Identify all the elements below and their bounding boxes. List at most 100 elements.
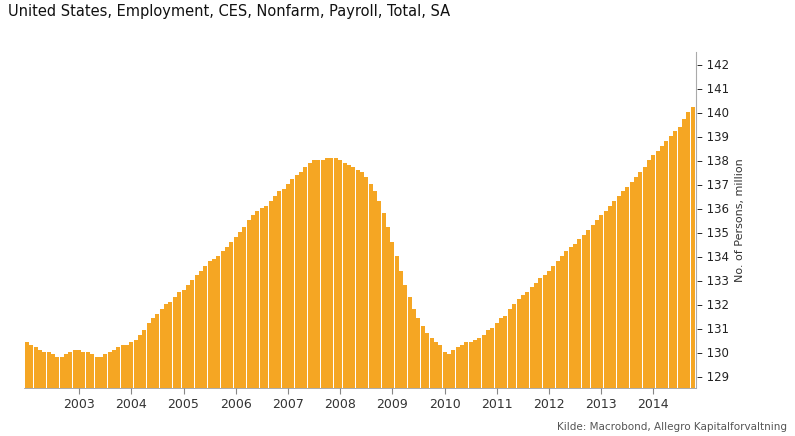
Bar [386,228,390,388]
Bar [216,256,220,388]
Bar [338,160,342,388]
Bar [473,340,477,388]
Bar [230,242,234,388]
Bar [665,141,669,388]
Bar [169,302,173,388]
Bar [403,285,407,388]
Bar [491,328,494,388]
Text: United States, Employment, CES, Nonfarm, Payroll, Total, SA: United States, Employment, CES, Nonfarm,… [8,4,450,19]
Bar [77,350,81,388]
Bar [582,235,586,388]
Bar [460,345,464,388]
Bar [417,319,421,388]
Bar [186,285,190,388]
Bar [543,276,547,388]
Bar [204,266,207,388]
Bar [238,232,242,388]
Bar [456,347,460,388]
Bar [308,163,312,388]
Bar [577,239,581,388]
Bar [151,319,155,388]
Bar [464,343,468,388]
Bar [564,252,568,388]
Bar [499,319,503,388]
Bar [642,167,646,388]
Bar [212,259,216,388]
Bar [181,290,185,388]
Bar [347,165,351,388]
Bar [103,354,107,388]
Bar [329,158,333,388]
Bar [68,352,72,388]
Bar [534,283,538,388]
Bar [138,335,142,388]
Bar [556,261,560,388]
Bar [560,256,564,388]
Bar [286,184,290,388]
Bar [160,309,164,388]
Bar [399,271,403,388]
Y-axis label: No. of Persons, million: No. of Persons, million [735,158,745,282]
Bar [591,225,595,388]
Bar [264,206,268,388]
Bar [95,357,99,388]
Bar [568,247,572,388]
Bar [408,297,412,388]
Bar [660,146,664,388]
Bar [90,354,94,388]
Bar [134,340,138,388]
Bar [273,196,277,388]
Bar [316,160,320,388]
Bar [281,189,285,388]
Bar [56,357,60,388]
Bar [304,167,308,388]
Bar [617,196,621,388]
Bar [155,314,160,388]
Bar [364,177,368,388]
Bar [452,350,456,388]
Bar [434,343,438,388]
Bar [634,177,638,388]
Bar [447,354,451,388]
Bar [251,215,255,388]
Bar [612,201,616,388]
Bar [225,247,229,388]
Bar [112,350,116,388]
Bar [343,163,347,388]
Bar [512,304,516,388]
Bar [199,271,203,388]
Bar [64,354,68,388]
Bar [81,352,85,388]
Bar [686,112,690,388]
Bar [673,132,677,388]
Bar [320,160,324,388]
Bar [599,215,603,388]
Bar [412,309,416,388]
Bar [369,184,373,388]
Bar [295,175,299,388]
Bar [86,352,90,388]
Bar [29,345,33,388]
Bar [503,316,507,388]
Bar [290,180,294,388]
Bar [421,326,425,388]
Bar [547,271,551,388]
Bar [234,237,238,388]
Bar [173,297,176,388]
Bar [107,352,111,388]
Bar [390,242,394,388]
Bar [99,357,103,388]
Bar [51,354,55,388]
Bar [246,220,250,388]
Bar [647,160,651,388]
Bar [429,338,433,388]
Bar [382,213,386,388]
Bar [42,352,46,388]
Bar [125,345,129,388]
Bar [494,324,498,388]
Bar [38,350,42,388]
Bar [425,333,429,388]
Bar [603,211,607,388]
Bar [477,338,482,388]
Bar [121,345,125,388]
